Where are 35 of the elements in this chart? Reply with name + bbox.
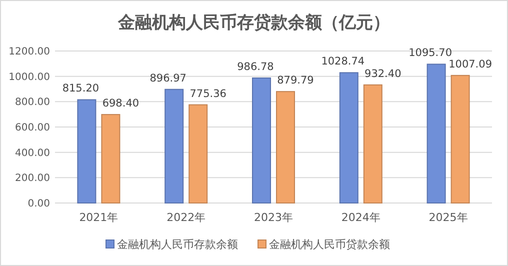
chart-title: 金融机构人民币存贷款余额（亿元） — [117, 13, 390, 33]
data-label: 932.40 — [364, 68, 402, 80]
y-tick-label: 800.00 — [15, 97, 50, 108]
x-tick-label: 2022年 — [166, 211, 206, 224]
legend-label: 金融机构人民币存款余额 — [117, 238, 238, 251]
legend-label: 金融机构人民币贷款余额 — [269, 238, 390, 251]
data-label: 1028.74 — [321, 56, 365, 68]
x-tick-label: 2024年 — [341, 211, 380, 224]
bar — [101, 114, 120, 204]
data-label: 896.97 — [150, 72, 186, 84]
x-tick-label: 2025年 — [428, 211, 468, 224]
bar — [363, 84, 382, 204]
data-label: 879.79 — [277, 74, 314, 87]
bar — [450, 74, 470, 204]
bar — [339, 72, 358, 204]
bar — [164, 88, 184, 204]
y-tick-label: 0.00 — [28, 198, 50, 210]
data-label: 986.78 — [237, 61, 274, 74]
data-label: 698.40 — [102, 98, 140, 110]
y-tick-label: 600.00 — [15, 122, 50, 134]
bar — [188, 104, 208, 204]
y-tick-label: 200.00 — [15, 173, 50, 184]
y-tick-label: 400.00 — [15, 148, 50, 159]
bar — [426, 64, 446, 204]
data-label: 1095.70 — [408, 47, 452, 60]
x-tick-label: 2023年 — [254, 211, 293, 224]
data-label: 1007.09 — [448, 58, 492, 70]
y-tick-label: 1200.00 — [8, 46, 50, 58]
data-label: 815.20 — [62, 82, 100, 95]
bar — [252, 78, 271, 204]
bar — [77, 99, 96, 204]
data-label: 775.36 — [190, 88, 227, 100]
y-tick-label: 1000.00 — [8, 72, 50, 83]
x-tick-label: 2021年 — [79, 211, 118, 224]
bar — [276, 91, 295, 204]
